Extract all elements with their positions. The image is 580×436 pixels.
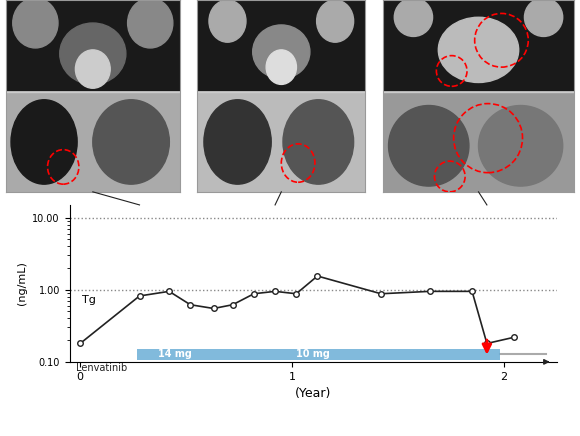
Ellipse shape <box>253 25 310 78</box>
Text: Tg: Tg <box>82 295 96 305</box>
Circle shape <box>317 0 354 42</box>
Text: 14 mg: 14 mg <box>158 349 191 359</box>
Bar <box>6 92 180 192</box>
Bar <box>6 0 180 90</box>
Circle shape <box>13 0 58 48</box>
FancyBboxPatch shape <box>212 349 499 360</box>
X-axis label: (Year): (Year) <box>295 387 331 400</box>
Text: Lenvatinib: Lenvatinib <box>76 364 127 374</box>
Bar <box>197 0 365 90</box>
Bar <box>383 92 574 192</box>
Ellipse shape <box>11 100 77 184</box>
Bar <box>197 92 365 192</box>
Y-axis label: (ng/mL): (ng/mL) <box>17 262 27 305</box>
Bar <box>383 0 574 90</box>
Ellipse shape <box>283 100 354 184</box>
Ellipse shape <box>478 106 563 186</box>
Circle shape <box>128 0 173 48</box>
Text: 10 mg: 10 mg <box>296 349 330 359</box>
Ellipse shape <box>60 23 126 85</box>
Ellipse shape <box>93 100 169 184</box>
Ellipse shape <box>204 100 271 184</box>
Ellipse shape <box>389 106 469 186</box>
Circle shape <box>394 0 433 37</box>
Ellipse shape <box>438 17 519 82</box>
FancyBboxPatch shape <box>137 349 212 360</box>
Circle shape <box>266 50 296 85</box>
Circle shape <box>75 50 110 88</box>
Circle shape <box>209 0 246 42</box>
Circle shape <box>524 0 563 37</box>
